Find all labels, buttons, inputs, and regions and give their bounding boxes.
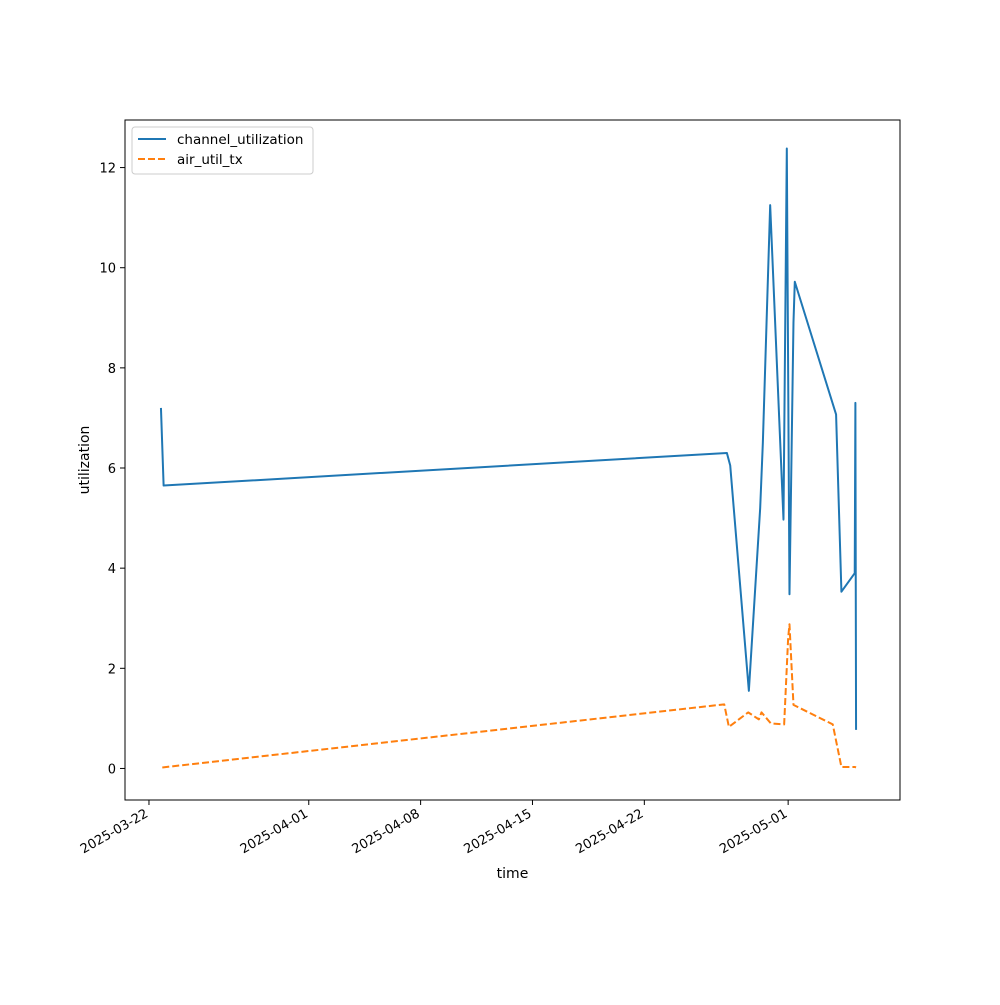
y-tick-label: 10	[99, 262, 116, 277]
y-tick-label: 8	[108, 362, 116, 377]
legend-box	[131, 126, 314, 175]
y-tick-label: 2	[108, 662, 116, 677]
y-tick-label: 12	[99, 162, 116, 177]
y-axis-label: utilization	[77, 426, 93, 495]
plot-frame	[124, 119, 901, 801]
x-axis-label: time	[497, 866, 529, 882]
legend: channel_utilization air_util_tx	[131, 126, 314, 175]
plot-lines	[159, 147, 858, 769]
series-line-channel-utilization	[159, 147, 858, 730]
legend-label: air_util_tx	[177, 152, 243, 168]
y-tick-label: 6	[108, 462, 116, 477]
y-tick-label: 4	[108, 562, 116, 577]
y-tick-label: 0	[108, 762, 116, 777]
y-axis-ticks: 0 2 4 6 8 10 12	[99, 162, 125, 777]
series-line-air-util-tx	[162, 623, 857, 769]
legend-label: channel_utilization	[177, 132, 304, 148]
